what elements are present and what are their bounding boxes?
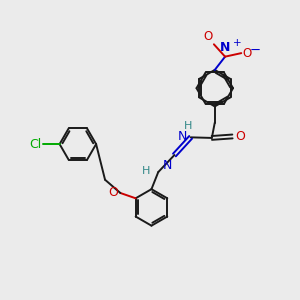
Text: O: O xyxy=(235,130,245,143)
Text: N: N xyxy=(220,41,230,54)
Text: O: O xyxy=(203,30,212,43)
Text: H: H xyxy=(142,167,150,176)
Text: O: O xyxy=(243,46,252,60)
Text: O: O xyxy=(108,187,118,200)
Text: Cl: Cl xyxy=(30,138,42,151)
Text: H: H xyxy=(184,121,192,131)
Text: +: + xyxy=(233,38,242,48)
Text: N: N xyxy=(163,158,172,172)
Text: −: − xyxy=(250,44,261,57)
Text: N: N xyxy=(178,130,187,143)
